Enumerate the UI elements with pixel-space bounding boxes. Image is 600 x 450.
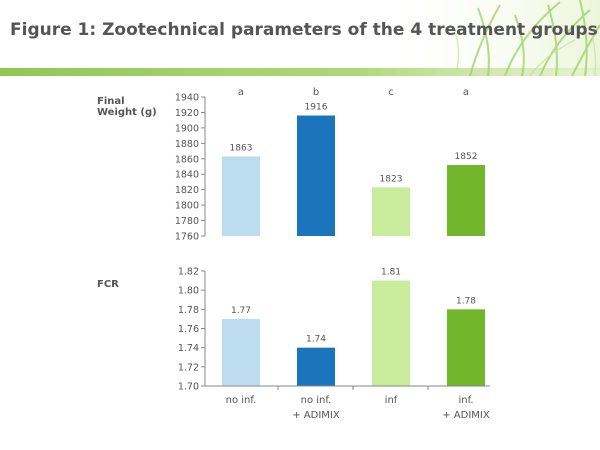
- y-tick-label: 1820: [175, 185, 199, 196]
- category-label: + ADIMIX: [292, 410, 340, 421]
- significance-letter: a: [463, 87, 469, 98]
- data-label: 1.81: [381, 268, 401, 278]
- y-tick-label: 1.80: [178, 286, 199, 297]
- data-label: 1916: [305, 103, 328, 113]
- category-label: no inf.: [301, 395, 332, 406]
- category-label: no inf.: [226, 395, 257, 406]
- y-tick-label: 1900: [175, 123, 199, 134]
- data-label: 1.74: [306, 335, 326, 345]
- data-label: 1.78: [456, 296, 476, 306]
- y-tick-label: 1.76: [178, 324, 199, 335]
- y-tick-label: 1860: [175, 154, 199, 165]
- y-tick-label: 1780: [175, 216, 199, 227]
- y-tick-label: 1880: [175, 139, 199, 150]
- y-tick-label: 1.72: [178, 362, 199, 373]
- significance-letter: b: [313, 87, 319, 98]
- bar: [372, 187, 410, 236]
- bar: [222, 318, 260, 386]
- bar: [297, 115, 335, 236]
- grass-decoration-icon: [0, 0, 600, 77]
- bar: [222, 156, 260, 236]
- significance-letter: a: [238, 87, 244, 98]
- y-tick-label: 1.74: [178, 343, 199, 354]
- header-banner: [0, 0, 600, 82]
- page-title: Figure 1: Zootechnical parameters of the…: [10, 20, 598, 40]
- category-label: + ADIMIX: [442, 410, 490, 421]
- y-tick-label: 1.82: [178, 267, 199, 278]
- category-label: inf: [385, 395, 398, 406]
- data-label: 1863: [230, 143, 253, 153]
- y-tick-label: 1940: [175, 93, 199, 104]
- y-tick-label: 1840: [175, 170, 199, 181]
- bar: [447, 309, 485, 386]
- y-tick-label: 1.70: [178, 382, 199, 393]
- y-tick-label: 1920: [175, 108, 199, 119]
- y-tick-label: 1.78: [178, 305, 199, 316]
- bar: [372, 280, 410, 386]
- data-label: 1823: [380, 174, 403, 184]
- bar: [297, 347, 335, 386]
- bar: [447, 164, 485, 236]
- y-tick-label: 1760: [175, 232, 199, 243]
- data-label: 1.77: [231, 306, 251, 316]
- category-label: inf.: [458, 395, 473, 406]
- significance-letter: c: [388, 87, 394, 98]
- data-label: 1852: [455, 152, 478, 162]
- y-axis-label: Weight (g): [97, 107, 157, 118]
- y-axis-label: FCR: [97, 279, 119, 290]
- y-tick-label: 1800: [175, 201, 199, 212]
- y-axis-label: Final: [97, 96, 125, 107]
